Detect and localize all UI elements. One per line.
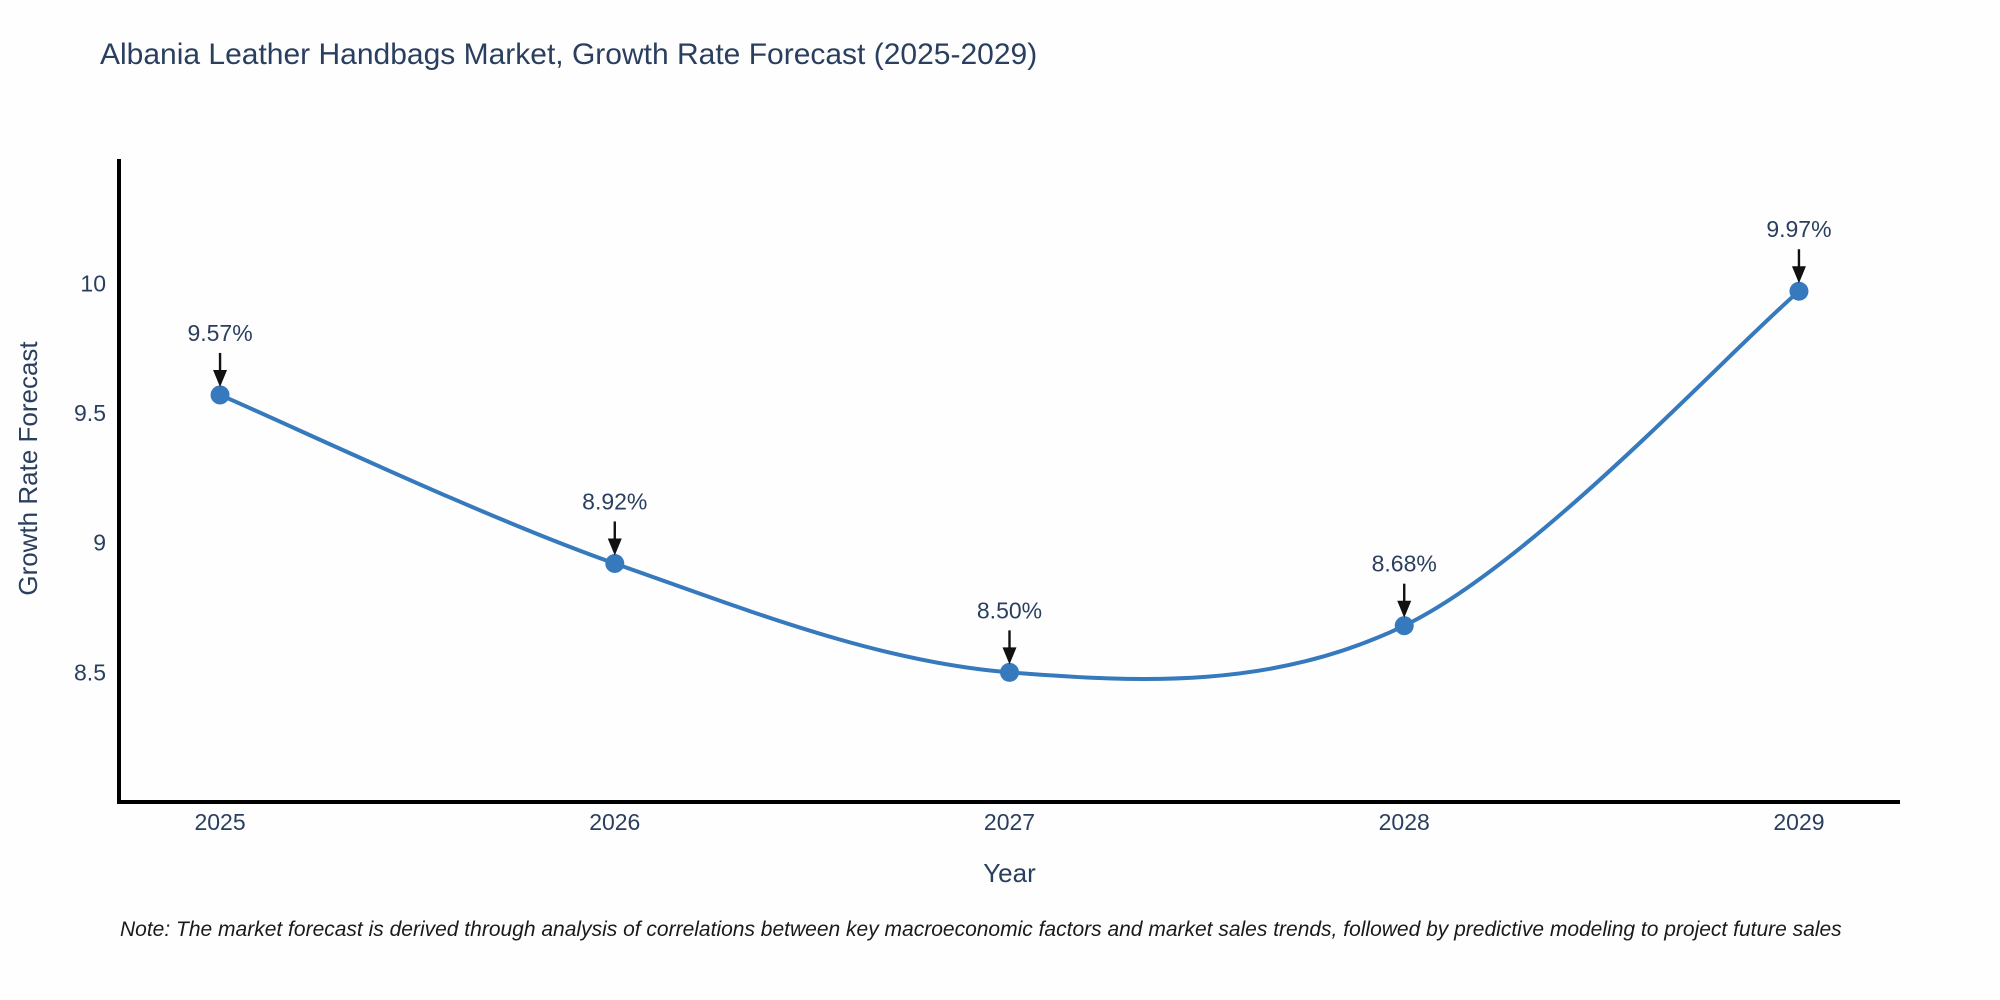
chart-title: Albania Leather Handbags Market, Growth … [100, 38, 1038, 71]
annotation-arrow-head [1002, 647, 1017, 665]
annotation-label-2026: 8.92% [582, 488, 647, 514]
y-tick-label: 9 [93, 530, 106, 556]
annotation-arrow-head [1397, 600, 1412, 618]
data-point-2026 [605, 553, 625, 573]
annotation-arrow-head [607, 538, 622, 556]
annotation-arrow-head [1791, 266, 1806, 284]
annotation-arrow-head [213, 369, 228, 387]
x-tick-label: 2029 [1773, 809, 1824, 835]
annotation-label-2027: 8.50% [977, 597, 1042, 623]
data-point-2025 [210, 385, 230, 405]
x-tick-label: 2026 [589, 809, 640, 835]
footnote: Note: The market forecast is derived thr… [120, 918, 1842, 941]
data-point-2027 [1000, 662, 1019, 682]
annotation-label-2025: 9.57% [187, 320, 252, 346]
x-tick-label: 2027 [984, 809, 1035, 835]
data-point-2029 [1789, 281, 1809, 301]
y-tick-label: 8.5 [74, 659, 106, 685]
x-tick-label: 2028 [1379, 809, 1430, 835]
x-tick-label: 2025 [194, 809, 245, 835]
y-tick-label: 9.5 [74, 400, 106, 426]
annotation-label-2029: 9.97% [1766, 216, 1831, 242]
y-tick-label: 10 [80, 270, 106, 296]
x-axis-title: Year [983, 858, 1036, 888]
annotation-label-2028: 8.68% [1372, 551, 1437, 577]
data-point-2028 [1394, 616, 1414, 636]
y-axis-title: Growth Rate Forecast [13, 341, 43, 596]
